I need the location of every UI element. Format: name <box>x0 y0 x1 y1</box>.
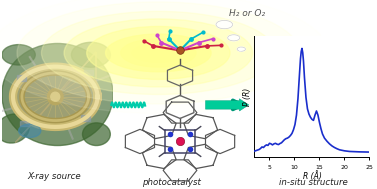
Circle shape <box>51 92 60 101</box>
Ellipse shape <box>0 114 29 143</box>
Circle shape <box>48 89 63 105</box>
Ellipse shape <box>64 19 253 87</box>
Text: in-situ structure: in-situ structure <box>279 178 347 187</box>
Text: X-ray source: X-ray source <box>28 172 81 181</box>
Bar <box>84 70 93 75</box>
Circle shape <box>237 47 245 51</box>
Ellipse shape <box>17 2 300 104</box>
Circle shape <box>216 20 233 29</box>
FancyArrow shape <box>205 99 249 111</box>
Bar <box>20 121 29 126</box>
Ellipse shape <box>87 26 230 79</box>
Ellipse shape <box>106 34 211 72</box>
Ellipse shape <box>143 46 173 60</box>
Ellipse shape <box>132 43 185 62</box>
Y-axis label: P (R): P (R) <box>243 87 252 105</box>
Ellipse shape <box>121 39 196 67</box>
Ellipse shape <box>0 0 328 113</box>
X-axis label: R (Å): R (Å) <box>302 172 322 181</box>
Circle shape <box>228 35 240 41</box>
Ellipse shape <box>83 123 110 146</box>
Text: photocatalyst: photocatalyst <box>142 178 201 187</box>
Ellipse shape <box>18 124 41 138</box>
Ellipse shape <box>2 45 35 65</box>
Bar <box>17 75 26 81</box>
Ellipse shape <box>2 43 113 146</box>
Ellipse shape <box>41 11 275 94</box>
Text: H₂ or O₂: H₂ or O₂ <box>229 9 265 18</box>
Ellipse shape <box>71 42 110 67</box>
Bar <box>81 115 90 121</box>
